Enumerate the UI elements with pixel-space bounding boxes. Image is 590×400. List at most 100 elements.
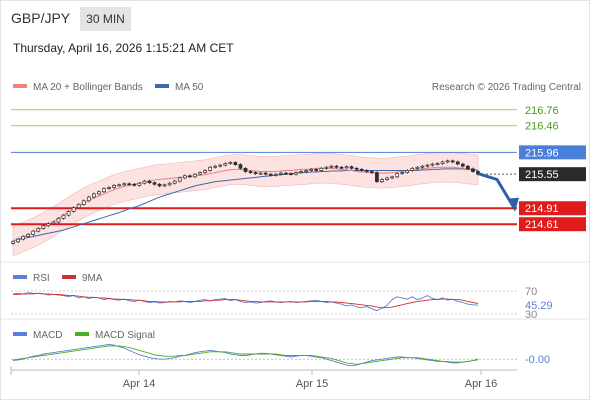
candle-body (228, 162, 233, 164)
macd-legend-label: MACD (33, 330, 62, 341)
candle-body (238, 164, 243, 169)
x-axis: Apr 14 Apr 15 Apr 16 (10, 366, 497, 390)
candle-body (198, 172, 202, 175)
candle-body (339, 166, 344, 169)
candle-body (395, 173, 399, 178)
rsi-ma-line (13, 292, 479, 309)
candle-body (400, 172, 405, 174)
candle-body (218, 164, 223, 167)
candle-body (410, 167, 415, 171)
candle-body (193, 173, 197, 178)
ma50-legend-label: MA 50 (175, 82, 204, 93)
rsi-legend-swatch (13, 275, 27, 279)
candle-body (41, 225, 46, 229)
candle-body (76, 204, 81, 209)
macd-legend-swatch (13, 332, 27, 336)
candle-body (56, 218, 61, 223)
candle-body (334, 165, 339, 168)
macd-panel: -0.00 (11, 344, 550, 367)
x-tick-label: Apr 16 (465, 378, 497, 390)
candle-body (455, 161, 460, 165)
candle-body (329, 165, 334, 168)
candle-body (279, 172, 283, 175)
candle-body (304, 170, 309, 172)
candle-body (375, 172, 379, 182)
candle-body (71, 207, 76, 212)
candle-body (324, 166, 329, 169)
candle-body (380, 179, 384, 182)
resistance-label-216.76: 216.76 (525, 105, 559, 117)
support-tag-214.91 (519, 201, 586, 216)
candle-body (435, 163, 440, 165)
ma20-legend-label: MA 20 + Bollinger Bands (33, 82, 143, 93)
candle-body (213, 165, 218, 168)
candle-body (147, 180, 152, 184)
candle-body (385, 177, 389, 180)
candle-body (284, 172, 288, 175)
candle-body (81, 200, 86, 205)
candle-body (122, 183, 127, 186)
rsi-last-value: 45.29 (525, 300, 553, 312)
candle-body (248, 171, 253, 173)
macd-legend: MACD MACD Signal (13, 330, 155, 341)
rsi-legend: RSI 9MA (13, 273, 103, 284)
candle-body (364, 170, 369, 172)
pivot-tag-215.96 (519, 145, 586, 160)
forecast-arrow (478, 172, 516, 210)
candle-body (268, 173, 273, 176)
timeframe-button[interactable]: 30 MIN (80, 7, 131, 31)
candle-body (127, 183, 132, 186)
candle-body (46, 223, 51, 227)
candle-body (16, 238, 20, 243)
candle-body (61, 214, 66, 219)
forecast-arrowhead (507, 197, 519, 212)
resistance-label-216.46: 216.46 (525, 121, 559, 133)
datetime-label: Thursday, April 16, 2026 1:15:21 AM CET (13, 41, 234, 55)
candle-body (349, 166, 354, 169)
candle-body (258, 172, 263, 175)
candle-body (344, 166, 349, 169)
candle-body (289, 173, 293, 175)
candle-body (243, 167, 248, 172)
rsi-line (12, 292, 479, 312)
candle-body (51, 221, 56, 225)
pivot-label-215.96: 215.96 (525, 147, 559, 159)
rsi-legend-label: RSI (33, 273, 50, 284)
rsi-tick-70: 70 (525, 286, 537, 298)
candle-body (26, 233, 31, 237)
candle-body (172, 180, 177, 184)
candle-body (294, 172, 298, 175)
macd-signal-line (12, 345, 479, 365)
candle-body (167, 182, 172, 186)
main-legend: MA 20 + Bollinger Bands MA 50 Research ©… (13, 82, 581, 93)
candle-body (21, 236, 25, 240)
candle-body (369, 171, 374, 173)
candle-body (188, 175, 192, 178)
candle-body (450, 160, 455, 163)
candle-body (425, 164, 430, 167)
candle-body (299, 171, 303, 173)
candle-body (86, 196, 91, 202)
price-panel: 216.76 216.46 215.96 215.55 214.91 214.61 (11, 105, 586, 257)
candle-body (420, 165, 425, 168)
candle-body (445, 160, 450, 163)
credit-label: Research © 2026 Trading Central (432, 82, 581, 93)
last-price-tag (519, 167, 586, 182)
candle-body (142, 180, 147, 184)
x-tick-label: Apr 14 (123, 378, 155, 390)
support-label-214.91: 214.91 (525, 203, 559, 215)
candle-body (415, 166, 420, 169)
candle-body (253, 172, 258, 174)
candle-body (92, 193, 96, 198)
candle-body (157, 183, 162, 187)
candle-body (314, 169, 319, 171)
macd-last-value: -0.00 (525, 354, 550, 366)
candle-body (182, 175, 187, 179)
candle-body (112, 185, 116, 188)
macd-signal-legend-label: MACD Signal (95, 330, 155, 341)
support-label-214.61: 214.61 (525, 219, 559, 231)
candle-body (430, 163, 435, 166)
candle-body (471, 168, 475, 172)
candle-body (460, 163, 465, 167)
candle-body (390, 176, 394, 179)
